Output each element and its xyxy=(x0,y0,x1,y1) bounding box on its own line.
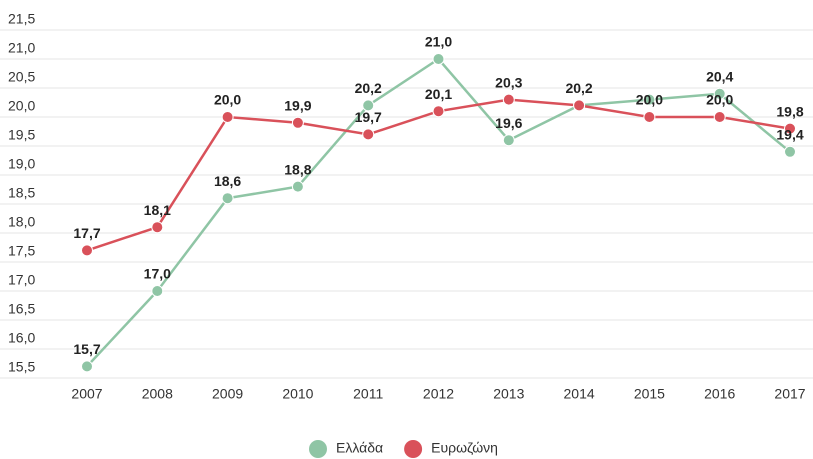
point xyxy=(573,99,586,112)
point xyxy=(291,180,304,193)
data-label: 19,9 xyxy=(284,98,311,114)
data-label: 20,0 xyxy=(706,92,733,108)
x-tick-label: 2015 xyxy=(634,386,665,402)
y-tick-label: 20,5 xyxy=(8,69,35,85)
data-label: 20,2 xyxy=(565,80,592,96)
y-tick-label: 16,0 xyxy=(8,330,35,346)
data-label: 20,0 xyxy=(214,92,241,108)
x-tick-label: 2016 xyxy=(704,386,735,402)
x-tick-label: 2007 xyxy=(71,386,102,402)
data-label: 15,7 xyxy=(73,341,100,357)
data-label: 20,2 xyxy=(355,80,382,96)
data-label: 17,7 xyxy=(73,225,100,241)
data-label: 20,4 xyxy=(706,69,733,85)
point xyxy=(643,93,656,106)
y-tick-label: 18,0 xyxy=(8,214,35,230)
legend-swatch xyxy=(309,440,327,458)
y-tick-label: 17,0 xyxy=(8,272,35,288)
y-tick-label: 17,5 xyxy=(8,243,35,259)
legend-label: Ευρωζώνη xyxy=(431,440,498,456)
y-tick-label: 18,5 xyxy=(8,185,35,201)
x-tick-label: 2008 xyxy=(142,386,173,402)
point xyxy=(713,87,726,100)
point xyxy=(784,122,796,135)
point xyxy=(221,111,234,123)
point xyxy=(643,111,656,123)
data-label: 21,0 xyxy=(425,34,452,50)
x-tick-label: 2012 xyxy=(423,386,454,402)
data-label: 18,1 xyxy=(144,202,171,218)
point xyxy=(81,244,93,257)
point xyxy=(362,128,375,141)
legend-swatch xyxy=(404,440,423,458)
data-label: 20,3 xyxy=(495,74,522,90)
x-tick-label: 2009 xyxy=(212,386,243,402)
y-tick-label: 15,5 xyxy=(8,359,35,375)
point xyxy=(151,221,164,234)
y-tick-label: 21,5 xyxy=(8,11,35,27)
legend-label: Ελλάδα xyxy=(336,440,383,456)
point xyxy=(221,192,234,205)
point xyxy=(432,105,445,118)
point xyxy=(362,99,375,112)
y-tick-label: 21,0 xyxy=(8,40,35,56)
y-tick-label: 20,0 xyxy=(8,98,35,114)
point xyxy=(81,360,93,373)
data-label: 17,0 xyxy=(144,266,171,282)
point xyxy=(502,134,515,147)
point xyxy=(151,285,164,297)
x-tick-label: 2017 xyxy=(774,386,805,402)
data-label: 20,0 xyxy=(636,92,663,108)
x-tick-label: 2014 xyxy=(564,386,595,402)
x-tick-label: 2011 xyxy=(353,386,383,402)
data-label: 18,6 xyxy=(214,173,241,189)
point xyxy=(713,111,726,123)
point xyxy=(291,116,304,129)
x-tick-label: 2013 xyxy=(493,386,524,402)
data-label: 19,4 xyxy=(776,127,803,143)
y-tick-label: 16,5 xyxy=(8,301,35,317)
x-tick-label: 2010 xyxy=(282,386,313,402)
data-label: 19,6 xyxy=(495,115,522,131)
data-label: 18,8 xyxy=(284,161,311,177)
data-label: 19,8 xyxy=(776,103,803,119)
point xyxy=(784,145,796,158)
point xyxy=(502,93,515,106)
point xyxy=(432,53,445,65)
y-tick-label: 19,5 xyxy=(8,127,35,143)
data-label: 20,1 xyxy=(425,86,452,102)
data-label: 19,7 xyxy=(355,109,382,125)
y-tick-label: 19,0 xyxy=(8,156,35,172)
